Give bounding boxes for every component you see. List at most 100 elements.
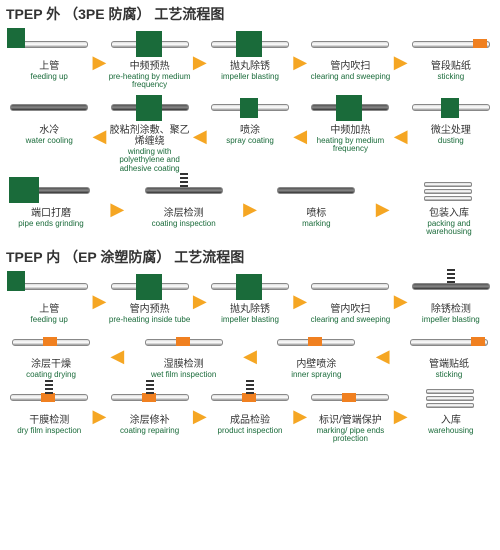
step-label-cn: 管内吹扫 bbox=[330, 61, 370, 72]
step-label-en: impeller blasting bbox=[422, 316, 480, 324]
step-icon bbox=[409, 92, 493, 124]
step-icon bbox=[308, 271, 392, 303]
flow-arrow-icon: ◀ bbox=[394, 126, 408, 147]
step-label-en: feeding up bbox=[31, 316, 68, 324]
flow-step: 标识/管端保护marking/ pipe ends protection bbox=[307, 382, 393, 444]
flow-step: 湿膜检测wet film inspection bbox=[139, 326, 229, 379]
step-icon bbox=[274, 175, 358, 207]
step-label-cn: 涂层干燥 bbox=[31, 359, 71, 370]
step-icon bbox=[9, 326, 93, 358]
step-icon bbox=[7, 271, 91, 303]
step-icon bbox=[142, 326, 226, 358]
step-label-en: heating by medium frequency bbox=[307, 137, 393, 154]
step-icon bbox=[208, 28, 292, 60]
flow-arrow-icon: ▶ bbox=[394, 52, 408, 73]
step-label-en: coating inspection bbox=[152, 220, 216, 228]
step-icon bbox=[308, 382, 392, 414]
step-label-en: sticking bbox=[436, 371, 463, 379]
step-label-cn: 标识/管端保护 bbox=[319, 415, 382, 426]
flow-arrow-icon: ▶ bbox=[394, 291, 408, 312]
step-label-en: coating repairing bbox=[120, 427, 179, 435]
step-label-en: spray coating bbox=[226, 137, 274, 145]
flow-row: 上管feeding up▶中频预热pre-heating by medium f… bbox=[6, 28, 494, 90]
step-icon bbox=[409, 28, 493, 60]
step-label-cn: 抛丸除锈 bbox=[230, 61, 270, 72]
step-icon bbox=[108, 382, 192, 414]
flow-row: 上管feeding up▶管内预热pre-heating inside tube… bbox=[6, 271, 494, 324]
flow-step: 成品检验product inspection bbox=[207, 382, 293, 435]
flow-arrow-icon: ▶ bbox=[293, 291, 307, 312]
flow-row: 水冷water cooling◀胶粘剂涂敷、聚乙烯缠绕winding with … bbox=[6, 92, 494, 173]
step-label-cn: 抛丸除锈 bbox=[230, 304, 270, 315]
section-2-rows: 上管feeding up▶管内预热pre-heating inside tube… bbox=[6, 271, 494, 444]
step-label-cn: 胶粘剂涂敷、聚乙烯缠绕 bbox=[106, 125, 192, 147]
flow-step: 除锈检测impeller blasting bbox=[408, 271, 494, 324]
step-label-en: clearing and sweeping bbox=[311, 73, 391, 81]
step-label-cn: 管内预热 bbox=[130, 304, 170, 315]
step-label-cn: 入库 bbox=[441, 415, 461, 426]
flow-row: 涂层干燥coating drying◀湿膜检测wet film inspecti… bbox=[6, 326, 494, 379]
flow-step: 中频预热pre-heating by medium frequency bbox=[106, 28, 192, 90]
step-label-en: wet film inspection bbox=[151, 371, 216, 379]
flow-arrow-icon: ◀ bbox=[293, 126, 307, 147]
flow-step: 涂层检测coating inspection bbox=[139, 175, 229, 228]
step-label-cn: 喷标 bbox=[306, 208, 326, 219]
flow-step: 抛丸除锈impeller blasting bbox=[207, 28, 293, 81]
step-label-en: feeding up bbox=[31, 73, 68, 81]
step-icon bbox=[308, 28, 392, 60]
flow-step: 胶粘剂涂敷、聚乙烯缠绕winding with polyethylene and… bbox=[106, 92, 192, 173]
step-icon bbox=[409, 271, 493, 303]
section-1: TPEP 外 （3PE 防腐） 工艺流程图 上管feeding up▶中频预热p… bbox=[0, 0, 500, 243]
step-label-cn: 干膜检测 bbox=[29, 415, 69, 426]
step-label-cn: 涂层修补 bbox=[130, 415, 170, 426]
flow-arrow-icon: ▶ bbox=[92, 406, 106, 427]
step-label-cn: 管内吹扫 bbox=[330, 304, 370, 315]
step-icon bbox=[142, 175, 226, 207]
step-icon bbox=[208, 92, 292, 124]
flow-arrow-icon: ▶ bbox=[193, 52, 207, 73]
step-label-cn: 中频预热 bbox=[130, 61, 170, 72]
step-label-en: pre-heating by medium frequency bbox=[106, 73, 192, 90]
flow-row: 端口打磨pipe ends grinding ▶ 涂层检测coating inspe… bbox=[6, 175, 494, 237]
flow-arrow-icon: ▶ bbox=[293, 406, 307, 427]
step-icon bbox=[274, 326, 358, 358]
step-label-en: clearing and sweeping bbox=[311, 316, 391, 324]
flow-arrow-icon: ▶ bbox=[193, 406, 207, 427]
flow-step: 内壁喷涂inner spraying bbox=[271, 326, 361, 379]
step-label-en: pipe ends grinding bbox=[18, 220, 83, 228]
step-label-en: dusting bbox=[438, 137, 464, 145]
flow-arrow-icon: ▶ bbox=[293, 52, 307, 73]
step-icon bbox=[407, 326, 491, 358]
flow-step: 管内吹扫clearing and sweeping bbox=[307, 28, 393, 81]
step-label-cn: 湿膜检测 bbox=[164, 359, 204, 370]
flow-step: 水冷water cooling bbox=[6, 92, 92, 145]
flow-step: 喷涂spray coating bbox=[207, 92, 293, 145]
section-2-title: TPEP 内 （EP 涂塑防腐） 工艺流程图 bbox=[6, 247, 494, 267]
flow-step: 上管feeding up bbox=[6, 28, 92, 81]
section-1-title: TPEP 外 （3PE 防腐） 工艺流程图 bbox=[6, 4, 494, 24]
step-icon bbox=[7, 92, 91, 124]
step-label-en: water cooling bbox=[26, 137, 73, 145]
flow-arrow-icon: ▶ bbox=[376, 199, 390, 220]
flow-step: 微尘处理dusting bbox=[408, 92, 494, 145]
step-label-cn: 管段贴纸 bbox=[431, 61, 471, 72]
step-label-en: dry film inspection bbox=[17, 427, 81, 435]
step-label-cn: 上管 bbox=[39, 304, 59, 315]
step-label-cn: 中频加热 bbox=[330, 125, 370, 136]
step-label-en: winding with polyethylene and adhesive c… bbox=[106, 148, 192, 173]
step-icon bbox=[208, 271, 292, 303]
flow-step: 抛丸除锈impeller blasting bbox=[207, 271, 293, 324]
step-label-en: product inspection bbox=[218, 427, 283, 435]
step-icon bbox=[7, 382, 91, 414]
flow-step: 管内吹扫clearing and sweeping bbox=[307, 271, 393, 324]
step-label-cn: 微尘处理 bbox=[431, 125, 471, 136]
flow-arrow-icon: ▶ bbox=[243, 199, 257, 220]
step-label-cn: 涂层检测 bbox=[164, 208, 204, 219]
step-icon bbox=[108, 92, 192, 124]
step-icon bbox=[7, 28, 91, 60]
section-2: TPEP 内 （EP 涂塑防腐） 工艺流程图 上管feeding up ▶ 管内预热… bbox=[0, 243, 500, 450]
flow-step: 喷标marking bbox=[271, 175, 361, 228]
step-label-cn: 端口打磨 bbox=[31, 208, 71, 219]
flow-step: 中频加热heating by medium frequency bbox=[307, 92, 393, 154]
flow-arrow-icon: ◀ bbox=[193, 126, 207, 147]
